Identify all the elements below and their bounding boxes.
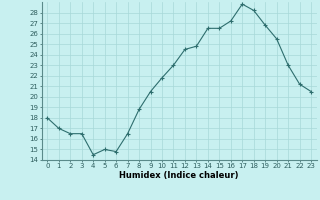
X-axis label: Humidex (Indice chaleur): Humidex (Indice chaleur): [119, 171, 239, 180]
